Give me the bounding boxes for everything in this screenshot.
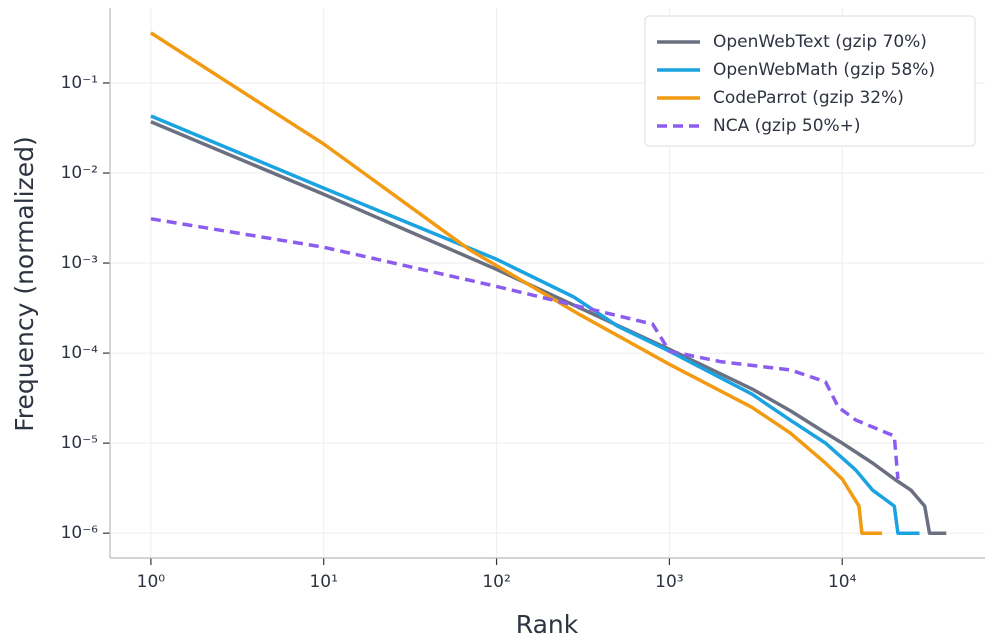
line xyxy=(150,120,947,535)
legend-box xyxy=(644,15,976,147)
line xyxy=(150,114,920,535)
y-axis-label: Frequency (normalized) xyxy=(10,136,39,432)
line xyxy=(149,31,883,535)
y-tick-label: 10⁻⁴ xyxy=(61,343,99,363)
legend-text: OpenWebMath (gzip 58%) xyxy=(713,60,935,80)
x-tick-label: 10² xyxy=(482,572,510,592)
x-tick-label: 10⁰ xyxy=(137,572,166,592)
y-tick-label: 10⁻³ xyxy=(61,253,98,273)
y-tick-label: 10⁻² xyxy=(61,163,98,183)
line xyxy=(150,217,900,480)
y-tick-label: 10⁻⁵ xyxy=(61,433,98,453)
x-tick-label: 10³ xyxy=(655,572,683,592)
legend-text: OpenWebText (gzip 70%) xyxy=(713,32,927,52)
x-tick-label: 10⁴ xyxy=(828,572,857,592)
x-tick-label: 10¹ xyxy=(309,572,337,592)
y-tick-label: 10⁻¹ xyxy=(61,73,98,93)
y-tick-label: 10⁻⁶ xyxy=(61,523,99,543)
legend-text: CodeParrot (gzip 32%) xyxy=(713,88,904,108)
x-axis-label: Rank xyxy=(516,610,579,639)
legend-text: NCA (gzip 50%+) xyxy=(713,116,861,136)
